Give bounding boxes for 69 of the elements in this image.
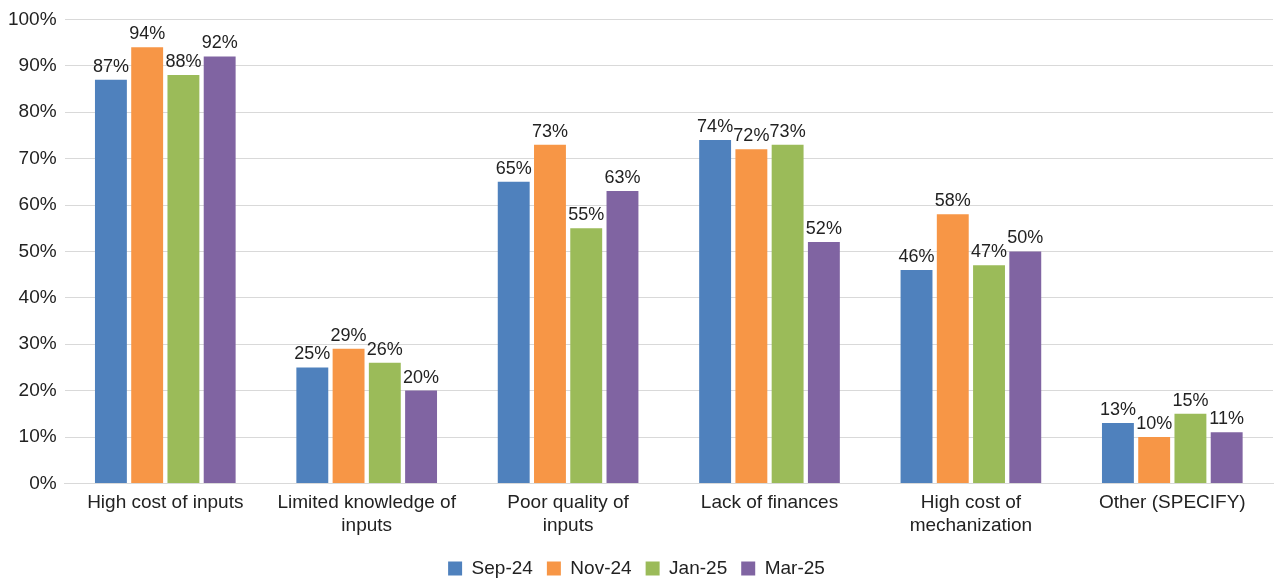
- data-label: 13%: [1099, 399, 1136, 420]
- bar: [497, 181, 530, 483]
- data-label: 88%: [165, 51, 202, 72]
- y-tick-label: 20%: [18, 378, 57, 400]
- y-tick-label: 80%: [18, 100, 57, 122]
- y-tick-label: 10%: [18, 425, 57, 447]
- y-tick-label: 40%: [18, 286, 57, 308]
- data-label: 26%: [366, 338, 403, 359]
- x-tick-label: Poor quality of inputs: [507, 491, 630, 535]
- bar: [973, 265, 1005, 483]
- y-tick-label: 50%: [18, 239, 57, 261]
- bar: [534, 144, 566, 483]
- x-tick-label: High cost of mechanization: [909, 491, 1033, 535]
- bar: [936, 214, 969, 483]
- legend-label: Jan-25: [669, 556, 728, 578]
- data-label: 58%: [934, 190, 971, 211]
- bar: [1138, 437, 1171, 483]
- legend-label: Nov-24: [570, 556, 633, 578]
- bar: [167, 75, 200, 483]
- y-tick-label: 100%: [7, 7, 57, 29]
- x-tick-label: Other (SPECIFY): [1098, 491, 1246, 513]
- bar: [94, 79, 127, 483]
- bar: [735, 149, 768, 483]
- data-label: 47%: [971, 241, 1008, 262]
- data-label: 15%: [1172, 389, 1209, 410]
- bar: [332, 348, 365, 483]
- data-label: 65%: [495, 157, 532, 178]
- bar: [203, 56, 236, 483]
- bar: [1174, 413, 1207, 483]
- bar: [807, 242, 840, 483]
- data-label: 55%: [568, 204, 605, 225]
- bar: [131, 47, 164, 483]
- y-tick-label: 60%: [18, 193, 57, 215]
- data-label: 94%: [129, 23, 166, 44]
- bar: [368, 362, 401, 483]
- legend-label: Mar-25: [764, 556, 825, 578]
- data-label: 50%: [1007, 227, 1044, 248]
- y-tick-label: 0%: [29, 471, 57, 493]
- data-label: 10%: [1136, 412, 1173, 433]
- x-tick-label: Lack of finances: [700, 491, 839, 513]
- bar: [1009, 251, 1042, 483]
- y-tick-label: 30%: [18, 332, 57, 354]
- data-label: 25%: [294, 343, 331, 364]
- data-label: 72%: [733, 125, 770, 146]
- data-label: 87%: [92, 55, 129, 76]
- bar: [606, 191, 639, 483]
- data-label: 29%: [330, 324, 367, 345]
- bar: [570, 228, 603, 483]
- bar: [771, 144, 804, 483]
- data-label: 92%: [201, 32, 238, 53]
- bar: [296, 367, 329, 483]
- data-label: 20%: [403, 366, 440, 387]
- bar: [699, 140, 732, 483]
- data-label: 11%: [1209, 408, 1245, 429]
- x-tick-label: High cost of inputs: [87, 491, 244, 513]
- legend-label: Sep-24: [471, 556, 534, 578]
- y-tick-label: 70%: [18, 146, 57, 168]
- data-label: 63%: [604, 167, 641, 188]
- data-label: 52%: [805, 218, 842, 239]
- data-label: 74%: [697, 116, 734, 137]
- y-tick-label: 90%: [18, 54, 57, 76]
- bar: [405, 390, 438, 483]
- data-label: 46%: [898, 245, 935, 266]
- x-tick-label: Limited knowledge of inputs: [277, 491, 457, 535]
- data-label: 73%: [531, 120, 568, 141]
- data-label: 73%: [769, 120, 806, 141]
- bar: [1210, 432, 1243, 483]
- bar: [1101, 423, 1134, 483]
- bar: [900, 269, 933, 483]
